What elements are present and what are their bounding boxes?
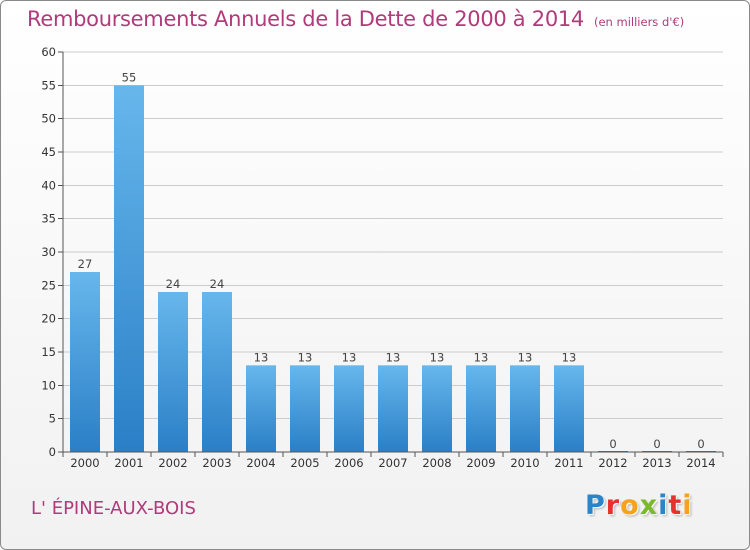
- x-tick-label: 2000: [70, 456, 99, 470]
- brand-logo-letter: t: [668, 490, 683, 521]
- y-tick-label: 60: [41, 45, 56, 59]
- x-axis-ticks: 2000 2001 2002 2003 2004 2005 2006 2007 2008 2009…: [62, 452, 724, 470]
- y-tick-label: 0: [49, 445, 56, 459]
- bar: [158, 292, 188, 452]
- place-name: L' ÉPINE-AUX-BOIS: [31, 498, 196, 519]
- x-tick-label: 2006: [334, 456, 363, 470]
- y-tick-label: 10: [41, 378, 56, 392]
- y-tick-label: 50: [41, 112, 56, 126]
- value-label: 13: [254, 350, 269, 364]
- y-tick-label: 55: [41, 78, 56, 92]
- chart-subtitle: (en milliers d'€): [594, 15, 685, 29]
- value-label: 24: [166, 277, 181, 291]
- value-label: 13: [386, 350, 401, 364]
- value-label: 13: [298, 350, 313, 364]
- bar: [202, 292, 232, 452]
- value-label: 13: [430, 350, 445, 364]
- y-tick-label: 30: [41, 245, 56, 259]
- value-label: 24: [210, 277, 225, 291]
- y-tick-label: 35: [41, 212, 56, 226]
- x-tick-label: 2012: [598, 456, 627, 470]
- brand-logo-letter: r: [605, 490, 621, 521]
- value-label: 0: [653, 437, 660, 451]
- bar: [70, 272, 100, 452]
- bar: [554, 365, 584, 452]
- value-label: 13: [474, 350, 489, 364]
- x-tick-label: 2005: [290, 456, 319, 470]
- y-tick-label: 25: [41, 278, 56, 292]
- x-tick-label: 2011: [554, 456, 583, 470]
- brand-logo-letter: i: [682, 490, 693, 521]
- x-tick-label: 2001: [114, 456, 143, 470]
- bar: [246, 365, 276, 452]
- value-label: 0: [697, 437, 704, 451]
- x-tick-label: 2013: [642, 456, 671, 470]
- bar: [510, 365, 540, 452]
- bar: [290, 365, 320, 452]
- value-labels: 27 55 24 24 13 13 13 13 13 13 13 13 0 0 0: [78, 70, 705, 451]
- y-tick-label: 15: [41, 345, 56, 359]
- value-label: 55: [122, 70, 137, 84]
- brand-logo-letter: P: [585, 490, 606, 521]
- x-tick-label: 2004: [246, 456, 275, 470]
- x-tick-label: 2014: [686, 456, 715, 470]
- brand-logo-letter: x: [639, 490, 659, 521]
- y-tick-label: 40: [41, 178, 56, 192]
- value-label: 13: [518, 350, 533, 364]
- brand-logo-letter: o: [620, 490, 640, 521]
- bar: [114, 85, 144, 452]
- bar: [334, 365, 364, 452]
- brand-logo-letter: i: [658, 490, 669, 521]
- bar: [378, 365, 408, 452]
- bar: [422, 365, 452, 452]
- x-tick-label: 2010: [510, 456, 539, 470]
- x-tick-label: 2009: [466, 456, 495, 470]
- y-axis-ticks: 0 5 10 15 20 25 30 35 40 45 50 55 60: [41, 45, 63, 459]
- y-tick-label: 5: [49, 412, 56, 426]
- brand-logo: Proxiti: [585, 490, 693, 521]
- chart-title: Remboursements Annuels de la Dette de 20…: [27, 7, 584, 31]
- x-tick-label: 2007: [378, 456, 407, 470]
- value-label: 13: [342, 350, 357, 364]
- value-label: 13: [562, 350, 577, 364]
- x-tick-label: 2003: [202, 456, 231, 470]
- value-label: 27: [78, 257, 93, 271]
- y-tick-label: 20: [41, 312, 56, 326]
- value-label: 0: [609, 437, 616, 451]
- bar: [466, 365, 496, 452]
- axes: [62, 52, 723, 453]
- x-tick-label: 2008: [422, 456, 451, 470]
- x-tick-label: 2002: [158, 456, 187, 470]
- bars: [70, 85, 716, 452]
- y-tick-label: 45: [41, 145, 56, 159]
- title-row: Remboursements Annuels de la Dette de 20…: [27, 7, 684, 31]
